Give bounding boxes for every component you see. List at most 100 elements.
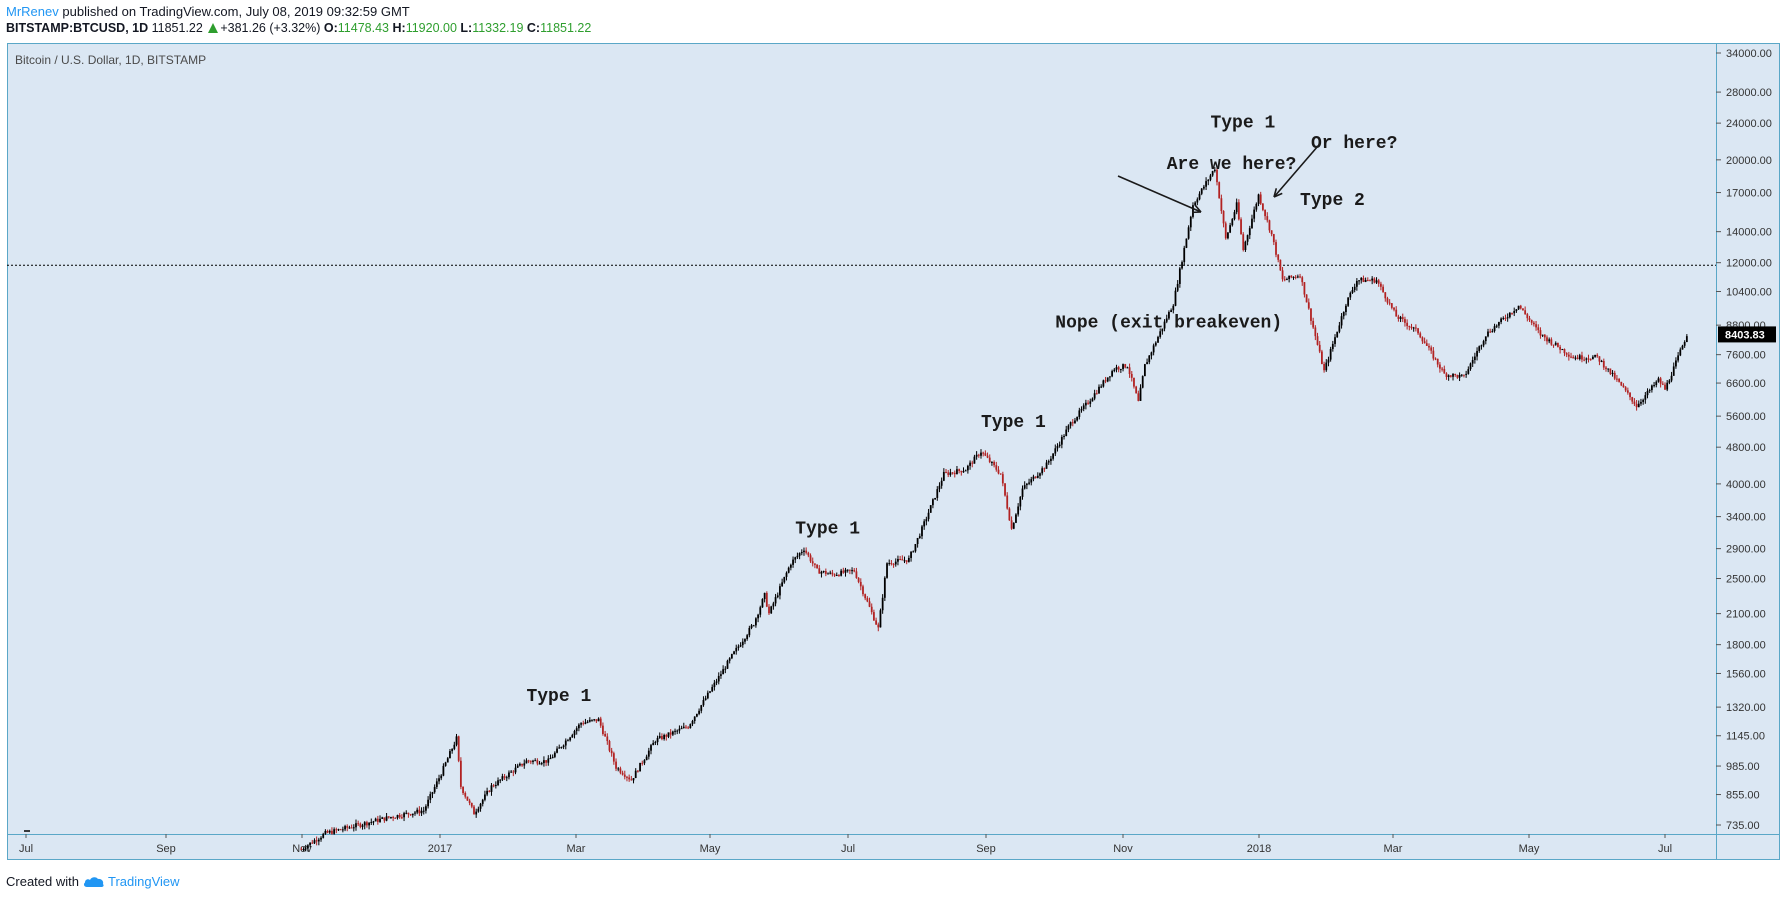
candle-body bbox=[1119, 369, 1122, 371]
annotation-label: Type 2 bbox=[1300, 191, 1365, 211]
candle-body bbox=[1327, 359, 1330, 363]
candle-body bbox=[905, 560, 908, 562]
candle-body bbox=[1537, 327, 1540, 331]
publish-info: MrRenev published on TradingView.com, Ju… bbox=[6, 4, 410, 19]
candle-body bbox=[1286, 279, 1288, 281]
candle-body bbox=[1012, 522, 1015, 529]
candle-body bbox=[1058, 444, 1061, 447]
candle-body bbox=[667, 732, 670, 737]
candle-body bbox=[1528, 318, 1531, 321]
candle-body bbox=[1587, 358, 1590, 360]
x-tick-label: Sep bbox=[156, 843, 176, 855]
chart-border bbox=[7, 43, 1780, 860]
candle-body bbox=[1519, 305, 1522, 309]
close-label: C: bbox=[526, 21, 541, 35]
candle-body bbox=[602, 725, 604, 734]
candle-body bbox=[962, 471, 965, 473]
candle-body bbox=[1015, 514, 1017, 523]
candle-body bbox=[490, 785, 493, 792]
candle-body bbox=[1192, 205, 1194, 217]
candle-body bbox=[1613, 372, 1616, 379]
candle-body bbox=[407, 812, 410, 815]
candle-body bbox=[1489, 331, 1492, 333]
candle-body bbox=[1425, 343, 1428, 346]
candle-body bbox=[1128, 367, 1131, 375]
candle-body bbox=[1607, 368, 1610, 370]
candle-body bbox=[838, 574, 840, 576]
candle-body bbox=[641, 762, 644, 764]
candle-body bbox=[1664, 384, 1666, 390]
candle-body bbox=[999, 473, 1002, 475]
candle-body bbox=[1441, 368, 1443, 370]
candle-body bbox=[755, 618, 757, 626]
arrow-are-we-here-head bbox=[1191, 204, 1202, 214]
candle-body bbox=[1574, 357, 1577, 359]
candle-body bbox=[462, 786, 464, 793]
candle-body bbox=[521, 763, 523, 766]
candle-body bbox=[370, 821, 373, 823]
candle-body bbox=[746, 635, 749, 640]
candle-body bbox=[1360, 277, 1363, 281]
candle-body bbox=[473, 806, 475, 815]
candle-body bbox=[907, 557, 910, 562]
candle-body bbox=[910, 551, 912, 558]
candle-body bbox=[674, 730, 676, 732]
candle-body bbox=[1056, 446, 1059, 449]
candle-body bbox=[608, 741, 611, 751]
candle-body bbox=[1017, 506, 1020, 515]
candle-body bbox=[1076, 416, 1079, 421]
candle-body bbox=[313, 840, 316, 844]
candle-body bbox=[525, 760, 528, 764]
candle-body bbox=[1382, 286, 1384, 293]
candle-body bbox=[940, 480, 943, 486]
candle-body bbox=[403, 813, 405, 818]
annotation-label: Nope (exit breakeven) bbox=[1055, 313, 1282, 333]
candle-body bbox=[545, 760, 548, 763]
candle-body bbox=[728, 658, 731, 661]
candle-body bbox=[1677, 355, 1680, 361]
candle-body bbox=[558, 747, 561, 749]
candle-body bbox=[1412, 327, 1415, 329]
candle-body bbox=[1423, 341, 1426, 344]
candle-body bbox=[923, 521, 926, 527]
arrow-or-here bbox=[1273, 145, 1319, 198]
candle-body bbox=[1406, 322, 1409, 327]
candle-body bbox=[1504, 317, 1507, 319]
candle-body bbox=[748, 627, 751, 636]
tradingview-link[interactable]: TradingView bbox=[107, 874, 180, 889]
candle-body bbox=[1469, 363, 1472, 370]
candle-body bbox=[573, 731, 576, 736]
candle-body bbox=[1200, 188, 1203, 194]
candle-body bbox=[1130, 374, 1133, 378]
candle-body bbox=[988, 457, 991, 463]
candle-body bbox=[420, 810, 423, 814]
candle-body bbox=[1261, 203, 1264, 210]
chart-title: Bitcoin / U.S. Dollar, 1D, BITSTAMP bbox=[15, 53, 206, 67]
candle-body bbox=[1202, 186, 1205, 189]
candle-body bbox=[599, 718, 602, 726]
candle-body bbox=[1294, 276, 1297, 278]
candle-body bbox=[610, 750, 613, 754]
candle-body bbox=[818, 568, 821, 574]
candle-body bbox=[866, 598, 869, 602]
candle-body bbox=[1255, 203, 1258, 210]
candle-body bbox=[761, 599, 764, 608]
candle-body bbox=[1546, 337, 1548, 342]
candle-body bbox=[1093, 393, 1096, 399]
candle-body bbox=[1050, 458, 1052, 462]
candle-body bbox=[735, 647, 738, 652]
candle-body bbox=[1152, 345, 1155, 353]
candle-body bbox=[831, 572, 834, 575]
candle-body bbox=[1358, 280, 1360, 282]
candle-body bbox=[368, 822, 370, 826]
candle-body bbox=[1078, 410, 1081, 417]
candle-body bbox=[842, 570, 845, 573]
candle-body bbox=[307, 845, 309, 849]
author-link[interactable]: MrRenev bbox=[6, 4, 59, 19]
close-value: 11851.22 bbox=[540, 21, 592, 35]
candle-body bbox=[1548, 339, 1551, 342]
candle-body bbox=[800, 552, 803, 554]
candle-body bbox=[1163, 321, 1166, 329]
candle-body bbox=[344, 826, 346, 830]
